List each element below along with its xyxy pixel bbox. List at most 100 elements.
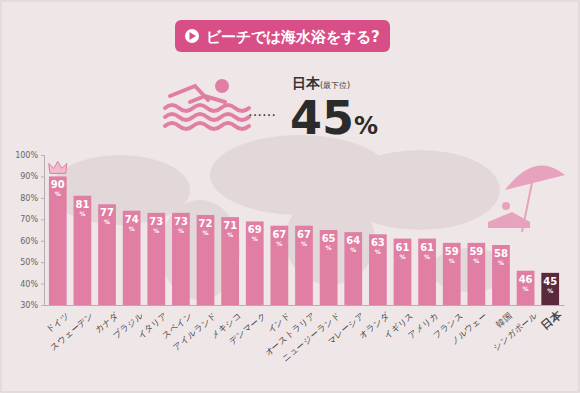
data-label: 67%	[272, 229, 286, 247]
y-tick-label: 70%	[20, 215, 38, 224]
y-tick: 40%	[20, 280, 44, 289]
bar	[147, 213, 165, 305]
y-tick-mark	[41, 219, 44, 220]
title-bg	[175, 20, 390, 52]
bar	[320, 230, 338, 305]
y-tick-label: 90%	[20, 172, 38, 181]
data-label: 59%	[469, 246, 483, 264]
bar	[172, 213, 190, 305]
x-tick-label: デンマーク	[227, 310, 268, 347]
bar	[295, 226, 313, 305]
data-label: 64%	[346, 235, 360, 253]
data-label: 67%	[297, 229, 311, 247]
x-tick: スウェーデン	[48, 305, 96, 352]
map-shape	[340, 150, 500, 230]
x-tick: シンガポール	[491, 305, 539, 352]
x-tick-label: マレーシア	[325, 310, 366, 347]
bar	[271, 226, 289, 305]
y-axis: 30% 40% 50% 60% 70% 80% 90% 100%	[15, 151, 44, 310]
bar	[369, 234, 387, 305]
x-tick: デンマーク	[227, 305, 268, 346]
swimmer-wave	[165, 105, 249, 111]
data-label: 77%	[100, 207, 114, 225]
title-box: ビーチでは海水浴をする?	[175, 20, 390, 52]
x-tick-label: スウェーデン	[48, 310, 96, 352]
y-tick-mark	[41, 284, 44, 285]
y-tick-label: 50%	[20, 258, 38, 267]
chart-svg: ビーチでは海水浴をする? 日本(最下位)……45% 30% 40% 50% 60% 70% 8…	[0, 0, 580, 393]
y-tick: 30%	[20, 301, 44, 310]
annotation-country: 日本	[292, 75, 321, 91]
bar	[443, 243, 461, 305]
x-axis-line	[45, 305, 565, 306]
data-label: 61%	[420, 242, 434, 260]
y-tick: 60%	[20, 237, 44, 246]
bar	[49, 176, 67, 305]
data-label: 90%	[51, 179, 65, 197]
data-label: 71%	[223, 220, 237, 238]
data-label: 58%	[494, 248, 508, 266]
data-label: 61%	[396, 242, 410, 260]
chart-root: ビーチでは海水浴をする? 日本(最下位)……45% 30% 40% 50% 60% 70% 8…	[0, 0, 580, 393]
bar	[344, 232, 362, 305]
y-tick: 90%	[20, 172, 44, 181]
bar	[197, 215, 215, 305]
swimmer-wave	[165, 123, 249, 129]
x-tick-label: 日本	[539, 308, 564, 332]
y-tick-mark	[41, 305, 44, 306]
y-tick-mark	[41, 176, 44, 177]
y-tick-label: 80%	[20, 194, 38, 203]
x-tick: マレーシア	[325, 305, 366, 346]
data-label: 72%	[199, 218, 213, 236]
annotation-note: (最下位)	[320, 81, 350, 90]
y-tick-mark	[41, 262, 44, 263]
data-labels: 90% 81% 77% 74% 73% 73% 72% 71% 69% 67% 67% 65% 64% 6…	[51, 179, 557, 293]
bar	[541, 273, 559, 305]
swimmer-wave	[165, 114, 249, 120]
bar	[467, 243, 485, 305]
y-tick-mark	[41, 241, 44, 242]
x-tick: 日本	[539, 305, 564, 332]
y-tick: 50%	[20, 258, 44, 267]
title-icon	[185, 29, 199, 43]
data-label: 65%	[322, 233, 336, 251]
data-label: 63%	[371, 237, 385, 255]
y-tick-label: 40%	[20, 280, 38, 289]
data-label: 81%	[75, 199, 89, 217]
title-icon-arrow	[190, 32, 197, 40]
annotation: 日本(最下位)……45%	[248, 75, 378, 145]
y-tick-label: 100%	[15, 151, 38, 160]
deck-chair	[488, 212, 530, 228]
data-label: 46%	[519, 274, 533, 292]
title: ビーチでは海水浴をする?	[206, 28, 380, 46]
annotation-label: 日本(最下位)	[292, 75, 350, 91]
data-label: 73%	[174, 216, 188, 234]
y-axis-line	[41, 156, 45, 306]
data-label: 69%	[248, 224, 262, 242]
y-tick-label: 30%	[20, 301, 38, 310]
x-tick-label: シンガポール	[491, 310, 539, 352]
data-label: 74%	[125, 214, 139, 232]
data-label: 45%	[543, 276, 557, 294]
bar	[246, 221, 264, 305]
y-tick: 100%	[15, 151, 44, 160]
annotation-value: 45%	[290, 91, 378, 145]
x-tick-label: 韓国	[494, 310, 514, 329]
crown	[49, 161, 67, 173]
data-label: 73%	[149, 216, 163, 234]
swimmer-icon	[165, 79, 249, 129]
data-label: 59%	[445, 246, 459, 264]
x-tick: アイルランド	[171, 305, 219, 352]
swimmer-body	[190, 96, 225, 102]
map-shape	[50, 155, 190, 225]
y-tick-mark	[41, 155, 44, 156]
x-axis: ドイツスウェーデンカナダブラジルイタリアスペインアイルランドメキシコデンマークイ…	[44, 305, 565, 364]
bar	[517, 271, 535, 305]
bar	[418, 239, 436, 305]
umbrella-icon	[488, 165, 565, 232]
x-tick: ノルウェー	[449, 305, 490, 346]
x-tick: 韓国	[494, 305, 514, 329]
bar	[492, 245, 510, 305]
sunbather-head	[502, 202, 510, 210]
y-tick-label: 60%	[20, 237, 38, 246]
